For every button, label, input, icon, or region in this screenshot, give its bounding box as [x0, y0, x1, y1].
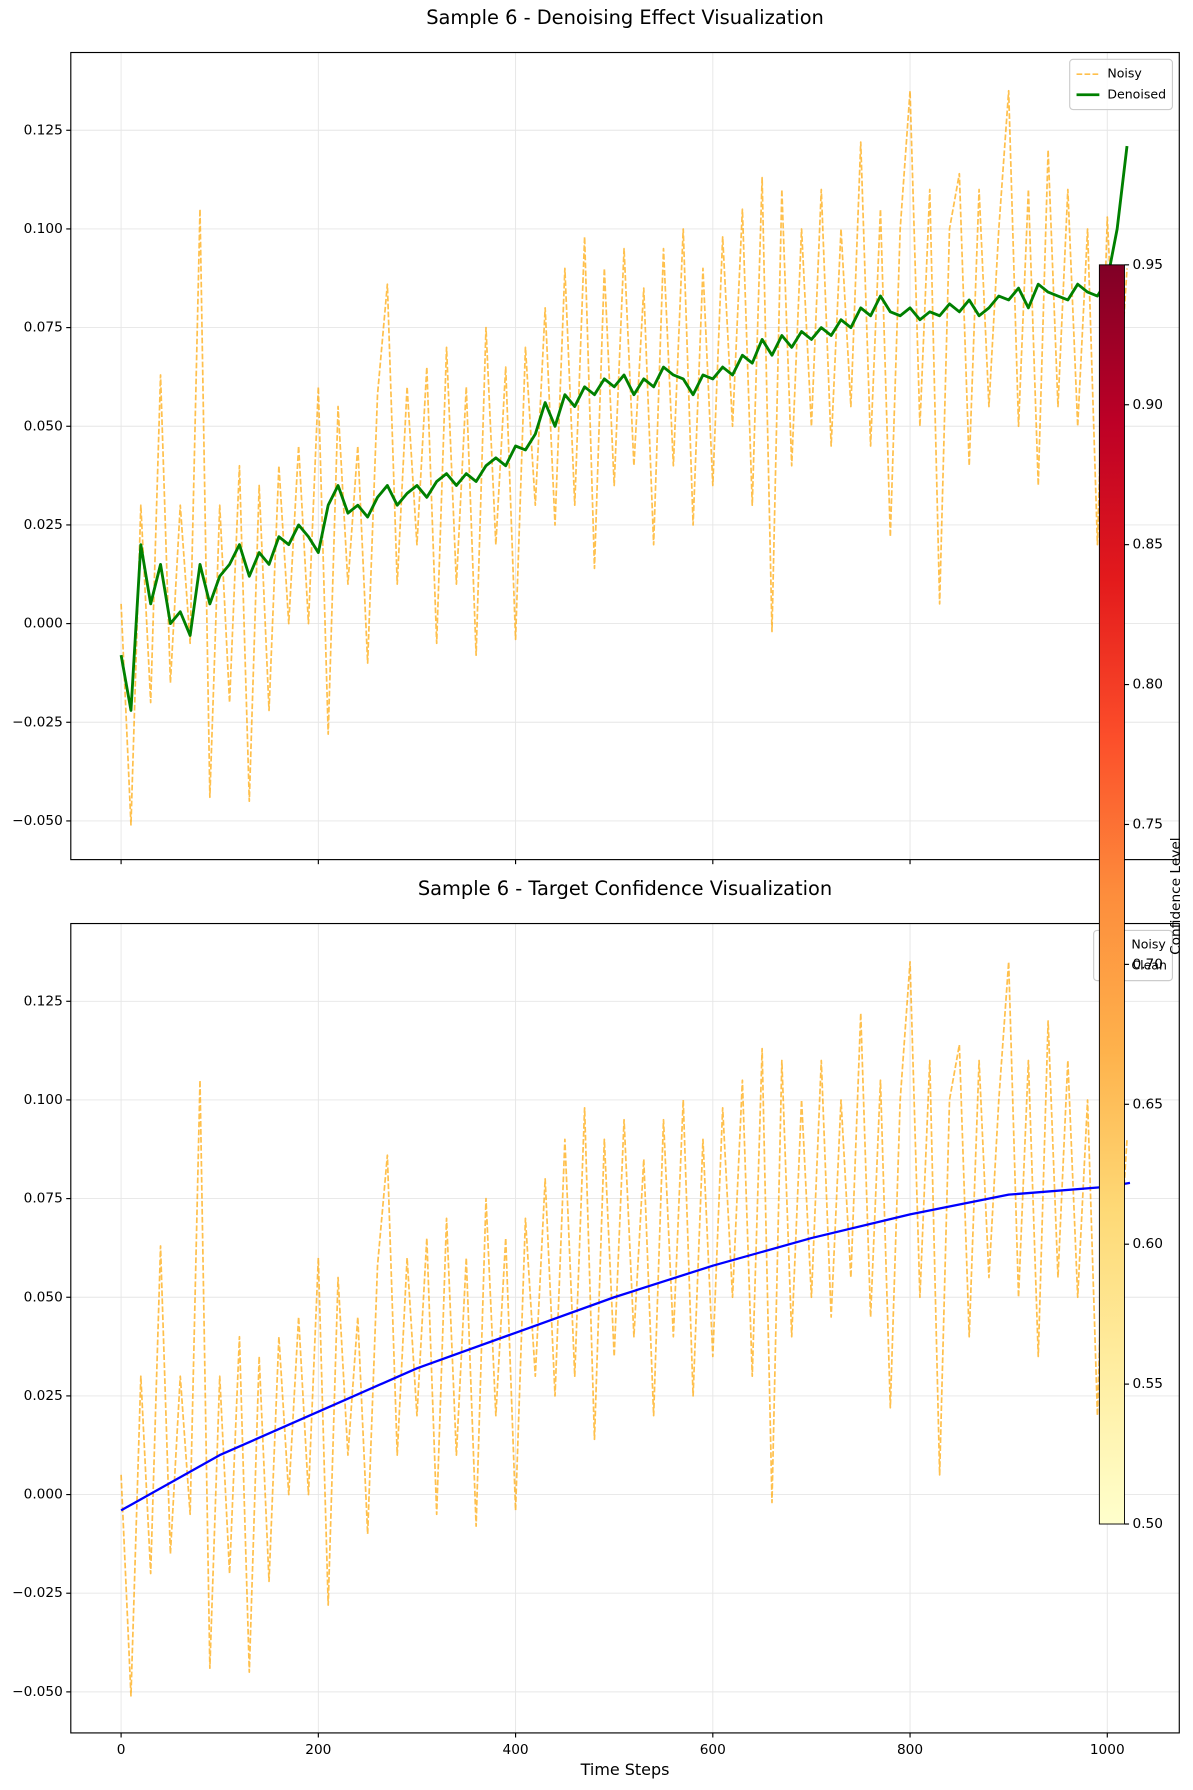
legend-box	[1069, 58, 1173, 111]
y-tick-label: 0.050	[24, 418, 63, 434]
colorbar-tick-label: 0.55	[1132, 1376, 1162, 1392]
colorbar-tick-label: 0.75	[1132, 816, 1162, 832]
series-line	[120, 89, 1128, 826]
y-tick-label: 0.100	[24, 1092, 63, 1108]
plot-frame	[70, 922, 1180, 1734]
y-tick-label: 0.075	[24, 320, 63, 336]
colorbar-label: Confidence Level	[1168, 837, 1184, 954]
colorbar-tick-label: 0.60	[1132, 1236, 1162, 1252]
y-tick-label: 0.100	[24, 221, 63, 237]
y-tick-label: 0.025	[24, 1388, 63, 1404]
legend-label: Noisy	[1131, 937, 1166, 952]
plot-frame	[70, 51, 1180, 861]
y-tick-label: 0.125	[24, 122, 63, 138]
colorbar-tick-label: 0.80	[1132, 677, 1162, 693]
colorbar-tick-label: 0.95	[1132, 257, 1162, 273]
chart-title: Sample 6 - Target Confidence Visualizati…	[418, 877, 832, 900]
colorbar	[1098, 264, 1125, 1525]
colorbar-tick-label: 0.85	[1132, 537, 1162, 553]
series-line	[120, 1181, 1131, 1512]
legend-label: Clean	[1131, 957, 1167, 972]
y-tick-label: 0.025	[24, 517, 63, 533]
x-tick-label: 0	[117, 1742, 126, 1758]
colorbar-tick-label: 0.70	[1132, 956, 1162, 972]
x-tick-label: 800	[897, 1742, 923, 1758]
x-tick-label: 600	[700, 1742, 726, 1758]
y-tick-label: 0.075	[24, 1191, 63, 1207]
legend-label: Noisy	[1107, 66, 1142, 81]
x-tick-label: 400	[503, 1742, 529, 1758]
legend-label: Denoised	[1107, 86, 1166, 101]
x-tick-label: 200	[305, 1742, 331, 1758]
x-axis-label: Time Steps	[580, 1760, 670, 1779]
y-tick-label: −0.050	[12, 1684, 63, 1700]
y-tick-label: −0.025	[12, 714, 63, 730]
y-tick-label: 0.125	[24, 993, 63, 1009]
colorbar-tick-label: 0.50	[1132, 1516, 1162, 1532]
y-tick-label: −0.050	[12, 813, 63, 829]
y-tick-label: −0.025	[12, 1585, 63, 1601]
y-tick-label: 0.000	[24, 1487, 63, 1503]
chart-title: Sample 6 - Denoising Effect Visualizatio…	[426, 6, 824, 29]
y-tick-label: 0.000	[24, 616, 63, 632]
series-line	[119, 145, 1129, 712]
colorbar-tick-label: 0.90	[1132, 397, 1162, 413]
series-line	[120, 960, 1128, 1697]
colorbar-tick-label: 0.65	[1132, 1096, 1162, 1112]
y-tick-label: 0.050	[24, 1289, 63, 1305]
x-tick-label: 1000	[1090, 1742, 1125, 1758]
